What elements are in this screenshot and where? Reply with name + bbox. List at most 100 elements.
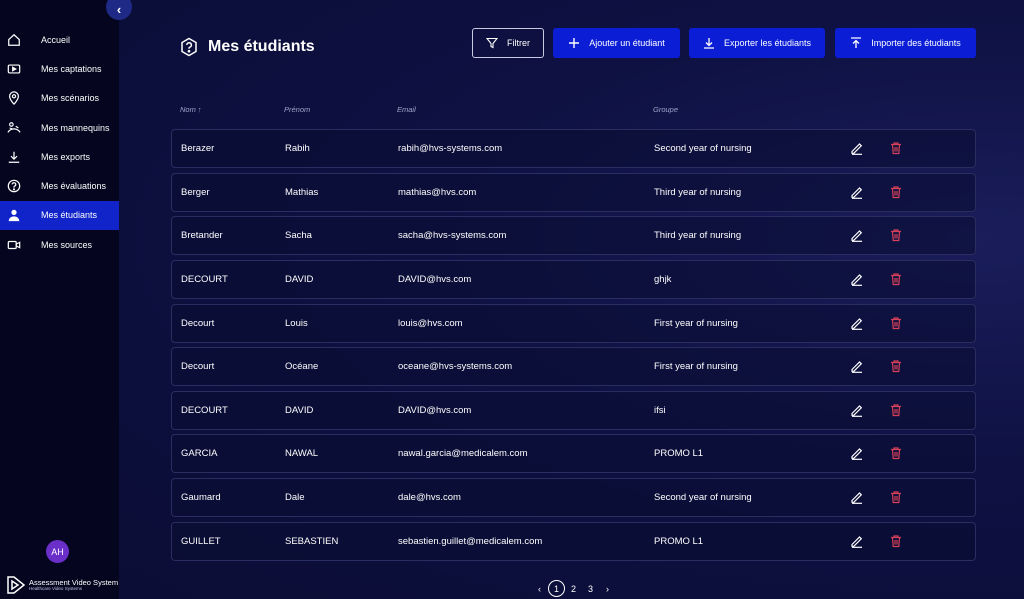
page-button-2[interactable]: 2 bbox=[570, 583, 576, 594]
cell-groupe: First year of nursing bbox=[654, 317, 738, 329]
edit-icon[interactable] bbox=[850, 534, 865, 549]
table-row[interactable]: Berazer Rabih rabih@hvs-systems.com Second … bbox=[171, 129, 976, 168]
cell-email: rabih@hvs-systems.com bbox=[398, 143, 503, 154]
page-button-3[interactable]: 3 bbox=[587, 583, 593, 594]
trash-icon[interactable] bbox=[889, 446, 904, 461]
avatar[interactable]: AH bbox=[46, 540, 69, 563]
edit-icon[interactable] bbox=[850, 228, 865, 243]
table-row[interactable]: Gaumard Dale dale@hvs.com Second year of nu… bbox=[171, 478, 976, 518]
video-icon bbox=[7, 62, 21, 76]
edit-icon[interactable] bbox=[850, 490, 865, 505]
pagination: ‹ 1 2 3 › bbox=[531, 580, 616, 597]
location-pin-icon bbox=[7, 91, 21, 106]
cell-prenom: Sacha bbox=[285, 230, 312, 242]
logo-icon bbox=[7, 576, 26, 594]
table-row[interactable]: DECOURT DAVID DAVID@hvs.com ifsi bbox=[171, 390, 976, 430]
collapse-sidebar-button[interactable]: ‹ bbox=[106, 0, 132, 20]
trash-icon[interactable] bbox=[889, 359, 904, 374]
cell-email: nawal.garcia@medicalem.com bbox=[398, 448, 528, 460]
trash-icon[interactable] bbox=[889, 228, 904, 243]
trash-icon[interactable] bbox=[889, 141, 904, 156]
edit-icon[interactable] bbox=[850, 359, 865, 374]
sidebar-item-label: Mes scénarios bbox=[41, 93, 100, 104]
table-row[interactable]: DECOURT DAVID DAVID@hvs.com ghjk bbox=[171, 259, 976, 299]
table-row[interactable]: Decourt Océane oceane@hvs-systems.com First… bbox=[171, 347, 976, 387]
column-header-email[interactable]: Email bbox=[397, 105, 416, 114]
sidebar-item-captations[interactable]: Mes captations bbox=[0, 54, 119, 83]
sidebar-item-etudiants[interactable]: Mes étudiants bbox=[0, 200, 119, 231]
sidebar-item-label: Mes sources bbox=[41, 239, 93, 250]
cell-nom: DECOURT bbox=[181, 404, 228, 416]
export-students-button[interactable]: Exporter les étudiants bbox=[689, 28, 825, 58]
cell-email: dale@hvs.com bbox=[398, 492, 461, 504]
sidebar-item-sources[interactable]: Mes sources bbox=[0, 230, 119, 259]
table-row[interactable]: GUILLET SEBASTIEN sebastien.guillet@medica… bbox=[171, 521, 976, 561]
camera-icon bbox=[7, 238, 21, 252]
column-header-groupe[interactable]: Groupe bbox=[653, 105, 679, 114]
import-students-button[interactable]: Importer des étudiants bbox=[835, 28, 976, 58]
table-row[interactable]: Bretander Sacha sacha@hvs-systems.com Third… bbox=[171, 216, 976, 256]
sidebar-item-label: Mes étudiants bbox=[41, 210, 98, 221]
edit-icon[interactable] bbox=[850, 141, 865, 156]
filter-button-label: Filtrer bbox=[507, 38, 530, 48]
table-row[interactable]: Decourt Louis louis@hvs.com First year of n… bbox=[171, 303, 976, 343]
sidebar-item-evaluations[interactable]: Mes évaluations bbox=[0, 171, 119, 200]
edit-icon[interactable] bbox=[850, 446, 865, 461]
cell-groupe: Second year of nursing bbox=[654, 492, 752, 504]
trash-icon[interactable] bbox=[889, 490, 904, 505]
cell-prenom: Océane bbox=[285, 361, 319, 373]
next-page-button[interactable]: › bbox=[606, 583, 609, 594]
sidebar-item-mannequins[interactable]: Mes mannequins bbox=[0, 113, 119, 142]
edit-icon[interactable] bbox=[850, 185, 865, 200]
trash-icon[interactable] bbox=[889, 316, 904, 331]
cell-groupe: Third year of nursing bbox=[654, 230, 742, 242]
trash-icon[interactable] bbox=[889, 185, 904, 200]
cell-email: DAVID@hvs.com bbox=[398, 273, 472, 285]
edit-icon[interactable] bbox=[850, 272, 865, 287]
column-header-prenom[interactable]: Prénom bbox=[284, 105, 311, 114]
cell-groupe: ghjk bbox=[654, 273, 672, 285]
filter-button[interactable]: Filtrer bbox=[472, 28, 544, 58]
import-students-button-label: Importer des étudiants bbox=[871, 38, 961, 48]
sidebar-item-label: Mes exports bbox=[41, 151, 91, 162]
filter-icon bbox=[486, 37, 498, 49]
sidebar-item-accueil[interactable]: Accueil bbox=[0, 25, 119, 54]
page-title-text: Mes étudiants bbox=[208, 38, 315, 55]
page-title: Mes étudiants bbox=[179, 37, 315, 57]
sidebar-item-label: Accueil bbox=[41, 34, 71, 45]
edit-icon[interactable] bbox=[850, 403, 865, 418]
table-row[interactable]: GARCIA NAWAL nawal.garcia@medicalem.com PRO… bbox=[171, 434, 976, 474]
plus-icon bbox=[569, 38, 580, 48]
cell-prenom: Dale bbox=[285, 492, 305, 504]
upload-icon bbox=[851, 37, 862, 48]
add-student-button[interactable]: Ajouter un étudiant bbox=[553, 28, 680, 58]
cell-prenom: Louis bbox=[285, 317, 308, 329]
mannequin-icon bbox=[7, 121, 21, 135]
table-row[interactable]: Berger Mathias mathias@hvs.com Third year o… bbox=[171, 172, 976, 212]
cell-nom: Decourt bbox=[181, 317, 215, 329]
cell-nom: Bretander bbox=[181, 230, 223, 242]
sidebar-item-scenarios[interactable]: Mes scénarios bbox=[0, 84, 119, 113]
cell-prenom: Mathias bbox=[285, 186, 319, 198]
download-icon bbox=[703, 38, 714, 49]
cell-nom: Gaumard bbox=[181, 492, 221, 504]
trash-icon[interactable] bbox=[889, 534, 904, 549]
cell-nom: Berazer bbox=[181, 143, 215, 154]
cell-groupe: ifsi bbox=[654, 404, 666, 416]
cell-groupe: First year of nursing bbox=[654, 361, 738, 373]
sidebar-item-label: Mes évaluations bbox=[41, 181, 107, 192]
trash-icon[interactable] bbox=[889, 272, 904, 287]
export-students-button-label: Exporter les étudiants bbox=[723, 38, 812, 48]
column-header-nom[interactable]: Nom ↑ bbox=[180, 105, 202, 114]
table-header: Nom ↑ Prénom Email Groupe bbox=[180, 105, 975, 117]
edit-icon[interactable] bbox=[850, 316, 865, 331]
prev-page-button[interactable]: ‹ bbox=[538, 583, 541, 594]
page-button-1[interactable]: 1 bbox=[548, 580, 565, 597]
cell-prenom: Rabih bbox=[285, 143, 310, 154]
cell-groupe: Second year of nursing bbox=[654, 143, 752, 154]
user-icon bbox=[7, 208, 21, 222]
sidebar-item-label: Mes mannequins bbox=[41, 122, 110, 133]
trash-icon[interactable] bbox=[889, 403, 904, 418]
sidebar-item-exports[interactable]: Mes exports bbox=[0, 142, 119, 171]
cell-nom: GARCIA bbox=[181, 448, 218, 460]
